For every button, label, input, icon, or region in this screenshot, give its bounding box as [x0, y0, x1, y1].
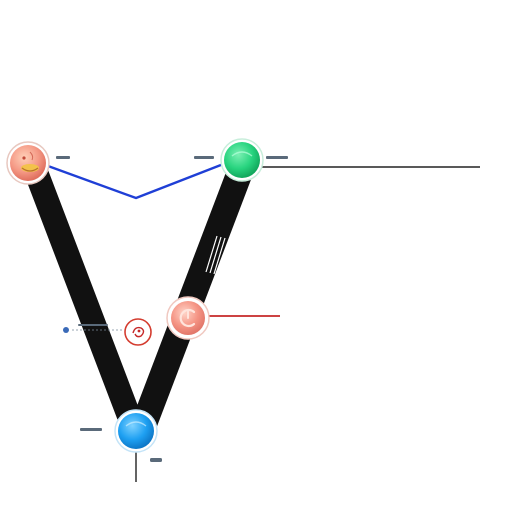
top-right-node[interactable]	[220, 138, 264, 182]
label-scribbles	[56, 156, 288, 462]
top-left-node[interactable]	[6, 141, 50, 185]
small-red-node[interactable]	[124, 318, 152, 346]
left-arm	[24, 160, 144, 436]
small-swirl-icon	[132, 326, 145, 338]
blue-orb-icon	[125, 421, 147, 427]
face-icon	[21, 151, 39, 172]
middle-node[interactable]	[166, 296, 210, 340]
arm-tick-marks	[205, 235, 226, 275]
bottom-node[interactable]	[114, 409, 158, 453]
small-blue-dot	[63, 327, 69, 333]
blue-link	[47, 161, 227, 200]
power-icon	[179, 308, 196, 328]
green-orb-icon	[231, 151, 253, 157]
